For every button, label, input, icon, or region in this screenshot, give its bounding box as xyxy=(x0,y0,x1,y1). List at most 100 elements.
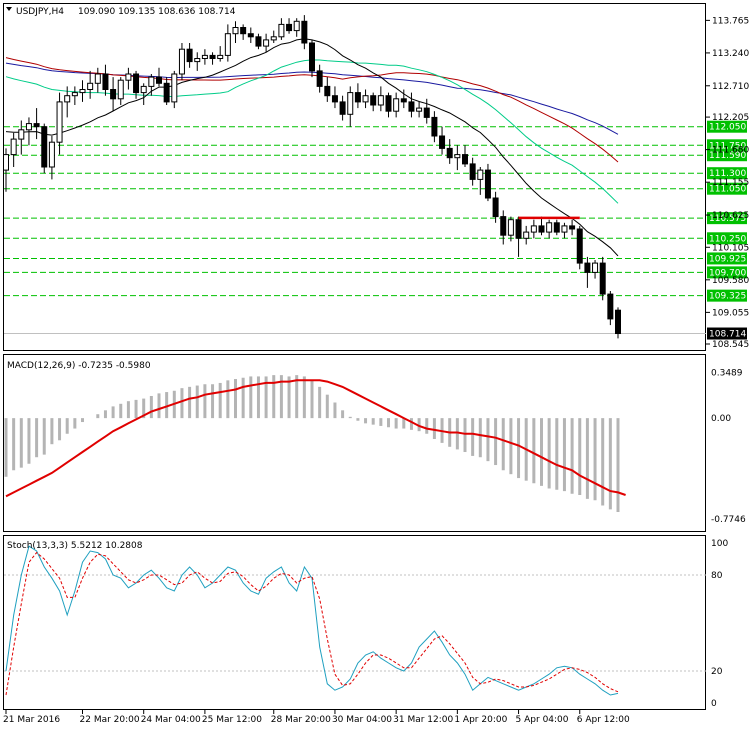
candle-body xyxy=(87,82,94,90)
level-tag xyxy=(707,120,747,133)
price-tick-label: 109.055 xyxy=(712,308,749,318)
level-tag xyxy=(707,212,747,225)
candle-body xyxy=(201,54,208,59)
time-tick-label: 30 Mar 04:00 xyxy=(332,715,392,725)
last-price-label: 108.714 xyxy=(709,330,746,340)
candle-body xyxy=(110,88,117,100)
candlesticks xyxy=(3,15,621,339)
candle-body xyxy=(324,85,331,97)
level-tag xyxy=(707,167,747,180)
price-tick-label: 113.765 xyxy=(712,16,749,26)
macd-title: MACD(12,26,9) -0.7235 -0.5980 xyxy=(7,361,151,371)
time-tick-label: 5 Apr 04:00 xyxy=(516,715,569,725)
candle-body xyxy=(599,262,606,295)
candle-body xyxy=(454,154,461,159)
candle-body xyxy=(125,73,132,81)
candle-body xyxy=(592,262,599,273)
candle-body xyxy=(71,92,78,97)
macd-tick-label: 0.00 xyxy=(711,414,731,424)
level-label: 111.050 xyxy=(709,185,746,195)
level-tag xyxy=(707,252,747,265)
price-tick-label: 111.155 xyxy=(712,178,749,188)
candle-body xyxy=(278,23,285,38)
candle-body xyxy=(286,23,293,32)
candle-body xyxy=(10,138,17,156)
candle-body xyxy=(240,26,247,35)
candle-body xyxy=(232,26,239,35)
candle-body xyxy=(377,95,384,106)
level-label: 109.325 xyxy=(709,292,746,302)
candle-body xyxy=(301,20,308,44)
time-tick-label: 31 Mar 12:00 xyxy=(393,715,453,725)
candle-body xyxy=(156,76,162,84)
candle-body xyxy=(584,262,591,273)
level-label: 109.700 xyxy=(709,268,746,278)
price-axis: 113.765 113.240 112.710 112.205 111.680 111.1… xyxy=(706,16,749,350)
candle-body xyxy=(148,76,155,87)
candle-body xyxy=(416,107,423,112)
level-tag xyxy=(707,182,747,195)
candle-body xyxy=(492,197,499,218)
candle-body xyxy=(530,225,537,233)
last-price-tag xyxy=(707,327,747,340)
candle-body xyxy=(247,33,254,38)
candle-body xyxy=(171,73,178,103)
candle-body xyxy=(385,95,392,112)
stoch-panel-frame xyxy=(3,535,706,710)
time-tick-label: 28 Mar 20:00 xyxy=(271,715,331,725)
stoch-main-line xyxy=(5,545,619,696)
candle-body xyxy=(446,147,453,159)
time-tick-label: 6 Apr 12:00 xyxy=(577,715,630,725)
candle-body xyxy=(56,101,63,143)
candle-body xyxy=(538,225,545,233)
ohlc-values: 109.090 109.135 108.636 108.714 xyxy=(78,7,236,17)
level-label: 110.250 xyxy=(709,234,746,244)
symbol-title: USDJPY,H4 xyxy=(16,7,64,17)
candle-body xyxy=(408,101,415,112)
candle-body xyxy=(393,98,400,112)
macd-panel-frame xyxy=(3,354,706,532)
candle-body xyxy=(607,293,614,320)
level-tag xyxy=(707,266,747,279)
level-label: 109.925 xyxy=(709,254,746,264)
candle-body xyxy=(500,216,507,236)
stoch-tick-label: 100 xyxy=(711,539,728,549)
level-tag xyxy=(707,149,747,162)
stochastic-indicator: 100 80 20 0 xyxy=(4,539,728,709)
candle-body xyxy=(33,123,40,128)
candle-body xyxy=(224,33,231,56)
candle-body xyxy=(41,126,48,168)
candle-body xyxy=(576,228,583,264)
candle-body xyxy=(362,95,369,103)
candle-body xyxy=(217,54,224,59)
candle-body xyxy=(370,95,377,106)
price-tick-label: 112.710 xyxy=(712,82,749,92)
candle-body xyxy=(18,129,25,140)
candle-body xyxy=(507,219,514,236)
candle-body xyxy=(354,92,361,103)
candle-body xyxy=(484,169,491,199)
candle-body xyxy=(79,88,86,94)
candle-body xyxy=(347,92,354,115)
candle-body xyxy=(117,79,124,100)
candle-body xyxy=(316,70,323,87)
collapse-triangle-icon[interactable] xyxy=(6,7,12,11)
candle-body xyxy=(209,54,216,59)
time-tick-label: 21 Mar 2016 xyxy=(3,715,60,725)
candle-body xyxy=(25,123,32,131)
candle-body xyxy=(523,231,530,239)
candle-body xyxy=(553,222,560,233)
macd-tick-label: 0.3489 xyxy=(711,369,743,379)
candle-body xyxy=(3,154,9,171)
level-tag xyxy=(707,139,747,152)
candle-body xyxy=(331,95,338,103)
candle-body xyxy=(615,309,621,335)
candle-body xyxy=(469,163,476,180)
candle-body xyxy=(140,85,147,94)
candle-body xyxy=(431,116,438,137)
candle-body xyxy=(94,73,101,84)
price-tick-label: 108.545 xyxy=(712,340,749,350)
candle-body xyxy=(439,135,446,149)
price-tick-label: 112.205 xyxy=(712,113,749,123)
